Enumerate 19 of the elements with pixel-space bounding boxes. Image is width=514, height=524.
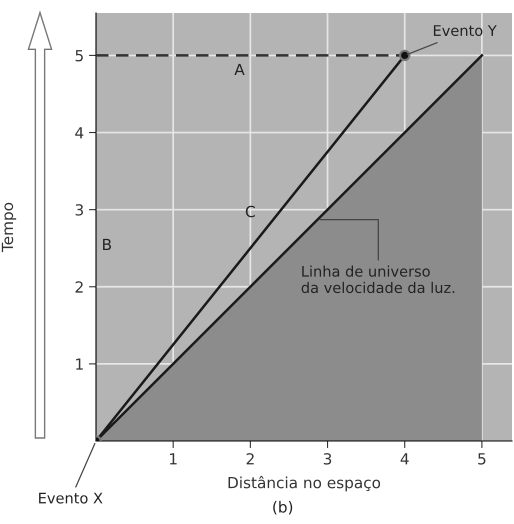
annotation: B [103, 238, 111, 250]
x-tick-label: 5 [478, 453, 486, 465]
y-tick-label: 1 [76, 358, 83, 370]
x-tick-label: 1 [170, 453, 177, 464]
text: (b) [273, 500, 292, 515]
annotation: Evento X [39, 492, 103, 504]
y-tick-label: 5 [76, 50, 83, 62]
y-tick-label: 3 [76, 204, 83, 216]
y-tick-label: 4 [75, 127, 84, 138]
x-tick-label: 4 [400, 453, 409, 464]
annotation: Linha de universo da velocidade da luz. [302, 266, 454, 294]
x-axis-title: Distância no espaço [228, 476, 380, 492]
annotation: A [234, 64, 245, 75]
x-tick-label: 3 [324, 453, 332, 465]
annotation: C [246, 206, 255, 218]
annotation: Evento Y [434, 25, 497, 36]
y-axis-title: Tempo [2, 202, 16, 252]
x-tick-label: 2 [246, 453, 254, 464]
y-tick-label: 2 [76, 281, 83, 293]
